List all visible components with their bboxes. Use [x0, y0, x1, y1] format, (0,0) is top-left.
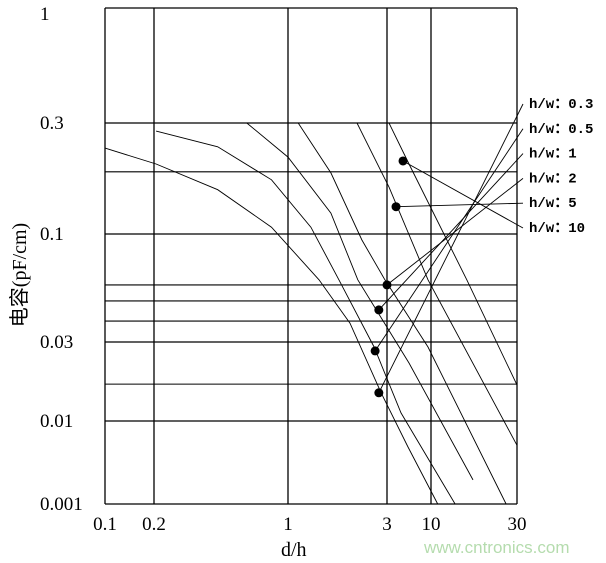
- x-tick-label: 30: [508, 514, 527, 535]
- y-tick-label: 0.1: [40, 224, 64, 245]
- legend-label: h/w：2: [529, 171, 577, 187]
- legend-label: h/w：10: [529, 221, 585, 237]
- y-tick-label: 0.3: [40, 113, 64, 134]
- watermark: www.cntronics.com: [423, 538, 569, 557]
- leader-lines: h/w：0.3 h/w：0.5 h/w：1 h/w：2 h/w：5 h/w：10: [374, 97, 593, 394]
- leader-line: [378, 103, 524, 394]
- curve-2: [155, 130, 456, 505]
- leader-line: [378, 153, 524, 311]
- x-tick-label: 0.2: [142, 514, 166, 535]
- curve-6: [388, 122, 518, 386]
- leader-line: [386, 178, 524, 286]
- y-tick-label: 0.03: [40, 332, 73, 353]
- legend-label: h/w：1: [529, 147, 577, 163]
- x-tick-label: 0.1: [93, 514, 117, 535]
- curve-3: [246, 122, 474, 481]
- y-tick-label: 1: [40, 4, 50, 25]
- y-tick-label: 0.01: [40, 411, 73, 432]
- curves: [104, 122, 518, 505]
- x-axis-label: d/h: [281, 539, 307, 561]
- leader-line: [374, 128, 524, 352]
- curve-1: [104, 147, 439, 505]
- x-tick-label: 10: [422, 514, 441, 535]
- legend-label: h/w：5: [529, 196, 577, 212]
- grid: [104, 7, 518, 505]
- y-axis-label: 电容(pF/cm): [8, 223, 31, 327]
- tick-labels: 0.1 0.2 1 3 10 30 1 0.3 0.1 0.03 0.01 0.001: [40, 4, 527, 535]
- x-tick-label: 3: [382, 514, 392, 535]
- curve-5: [356, 122, 518, 446]
- leader-line: [402, 160, 524, 229]
- x-tick-label: 1: [283, 514, 293, 535]
- legend-label: h/w：0.5: [529, 122, 593, 138]
- leader-line: [396, 202, 524, 208]
- legend-label: h/w：0.3: [529, 97, 593, 113]
- y-tick-label: 0.001: [40, 494, 83, 515]
- curve-4: [297, 122, 507, 505]
